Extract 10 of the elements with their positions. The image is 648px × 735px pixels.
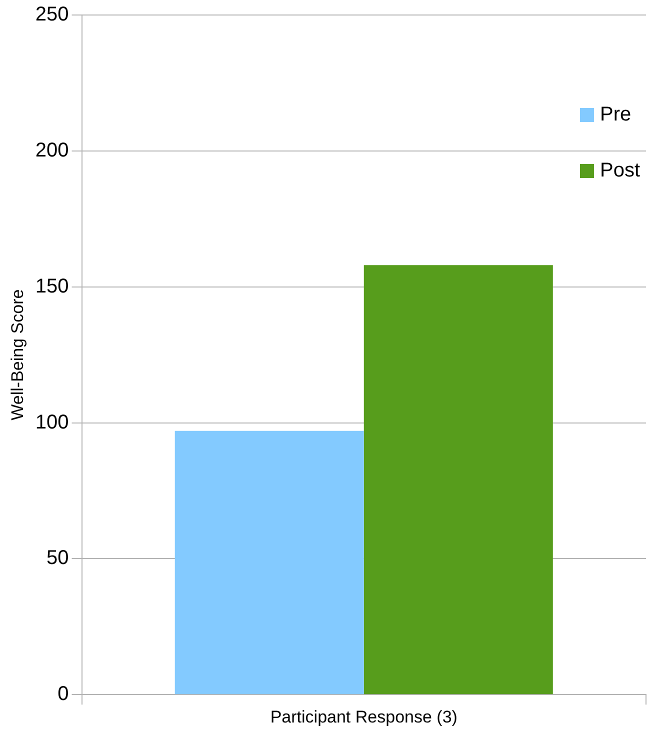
x-tick-label: Participant Response (3) [270, 707, 458, 726]
legend-label: Post [600, 160, 640, 182]
y-axis-title: Well-Being Score [8, 289, 27, 420]
y-tick-label: 200 [35, 139, 69, 162]
legend-label: Pre [600, 104, 632, 126]
y-tick-label: 50 [46, 547, 69, 570]
y-tick-label: 150 [35, 275, 69, 298]
y-tick-label: 250 [35, 4, 69, 26]
y-tick-label: 0 [58, 683, 69, 706]
y-tick-label: 100 [35, 411, 69, 434]
